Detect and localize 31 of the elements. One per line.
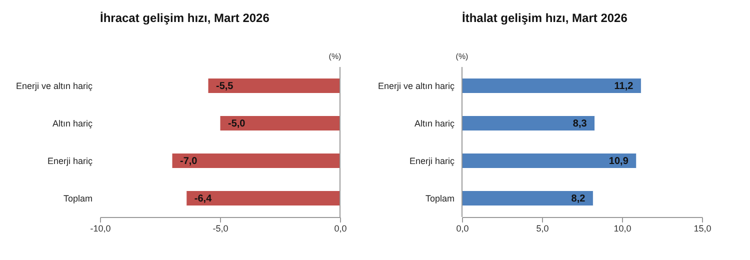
text: (%) bbox=[328, 52, 342, 61]
y-tick-label: Enerji hariç bbox=[409, 156, 455, 166]
x-tick-label: 15,0 bbox=[694, 224, 712, 234]
bar bbox=[462, 78, 642, 94]
data-label: 11,2 bbox=[614, 80, 634, 92]
y-tick-label: Enerji ve altın hariç bbox=[16, 80, 93, 91]
y-tick-label: Altın hariç bbox=[414, 118, 455, 128]
data-label: 10,9 bbox=[608, 156, 629, 167]
bar bbox=[462, 116, 596, 131]
x-tick-label: 10,0 bbox=[614, 224, 632, 234]
x-tick-label: 5,0 bbox=[536, 224, 549, 234]
x-tick-label: -10,0 bbox=[90, 224, 111, 234]
y-tick-label: Enerji hariç bbox=[47, 156, 93, 166]
bar bbox=[462, 153, 637, 168]
y-tick-label: Toplam bbox=[425, 193, 454, 204]
y-tick-label: Altın hariç bbox=[52, 118, 93, 128]
chart-title: İhracat gelişim hızı, Mart 2026 bbox=[100, 11, 270, 25]
data-label: -5,0 bbox=[228, 118, 246, 130]
bar bbox=[462, 190, 594, 206]
data-label: 8,2 bbox=[571, 193, 586, 204]
data-label: -6,4 bbox=[194, 193, 212, 204]
x-tick-label: -5,0 bbox=[212, 224, 228, 234]
chart-title: İthalat gelişim hızı, Mart 2026 bbox=[462, 11, 628, 25]
data-label: -7,0 bbox=[180, 156, 198, 167]
x-tick-label: 0,0 bbox=[334, 224, 347, 234]
data-label: 8,3 bbox=[572, 118, 588, 130]
y-tick-label: Toplam bbox=[63, 193, 92, 204]
x-tick-label: 0,0 bbox=[456, 224, 469, 234]
text: (%) bbox=[456, 52, 469, 61]
data-label: -5,5 bbox=[216, 80, 234, 92]
y-tick-label: Enerji ve altın hariç bbox=[378, 80, 455, 91]
